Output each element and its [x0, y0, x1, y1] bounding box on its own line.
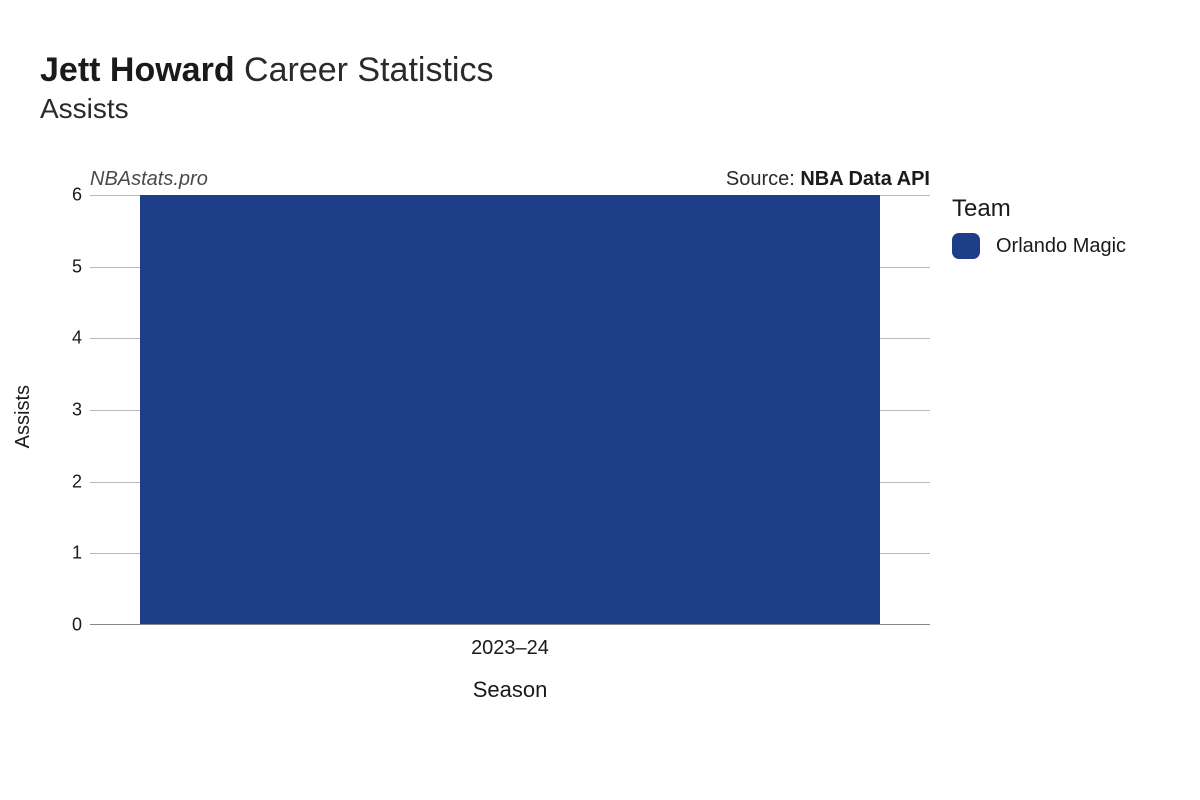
page-root: Jett Howard Career Statistics Assists NB… [0, 0, 1200, 800]
title-suffix: Career Statistics [235, 51, 494, 89]
legend-item: Orlando Magic [952, 233, 1182, 259]
y-tick-label: 0 [52, 615, 82, 636]
plot-area: Season 01234562023–24 [90, 195, 930, 625]
y-tick-label: 6 [52, 185, 82, 206]
chart-subtitle: Assists [40, 93, 1160, 125]
source: Source: NBA Data API [726, 168, 930, 191]
source-name: NBA Data API [800, 168, 930, 190]
y-axis-label: Assists [12, 385, 35, 448]
x-axis-line [90, 624, 930, 625]
x-tick-label: 2023–24 [471, 637, 549, 660]
meta-row: NBAstats.pro Source: NBA Data API [90, 168, 930, 191]
chart-title: Jett Howard Career Statistics [40, 50, 1160, 91]
x-axis-label: Season [473, 677, 548, 703]
legend: Team Orlando Magic [952, 195, 1182, 267]
legend-item-label: Orlando Magic [996, 235, 1126, 258]
legend-title: Team [952, 195, 1182, 223]
title-block: Jett Howard Career Statistics Assists [40, 50, 1160, 125]
y-tick-label: 4 [52, 328, 82, 349]
bar [140, 195, 879, 624]
title-player-name: Jett Howard [40, 51, 235, 89]
source-label: Source: [726, 168, 800, 190]
y-tick-label: 1 [52, 543, 82, 564]
watermark: NBAstats.pro [90, 168, 208, 191]
chart: Assists Season 01234562023–24 Team Orlan… [22, 195, 1182, 765]
y-tick-label: 5 [52, 256, 82, 277]
legend-swatch [952, 233, 980, 259]
y-tick-label: 2 [52, 471, 82, 492]
y-tick-label: 3 [52, 400, 82, 421]
